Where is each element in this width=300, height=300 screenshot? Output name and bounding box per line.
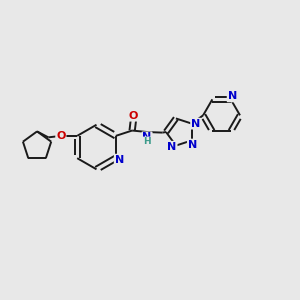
Text: N: N [188,140,197,150]
Text: N: N [115,155,124,165]
Text: N: N [142,132,152,142]
Text: N: N [167,142,177,152]
Text: N: N [191,118,200,129]
Text: H: H [143,137,151,146]
Text: N: N [228,92,237,101]
Text: O: O [56,131,65,141]
Text: O: O [129,111,138,121]
